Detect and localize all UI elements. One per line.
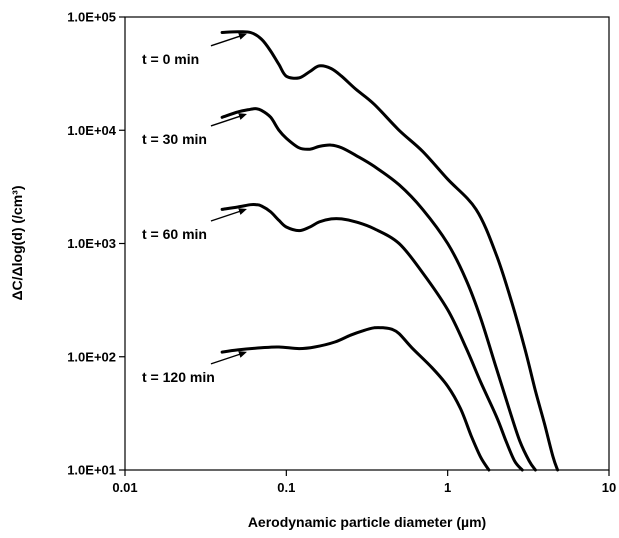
x-tick-label: 0.1 bbox=[277, 480, 295, 495]
axis-ticks bbox=[119, 16, 610, 476]
series-line-t-60-min bbox=[220, 202, 524, 472]
series-lines bbox=[220, 30, 560, 472]
series-label: t = 30 min bbox=[142, 131, 207, 147]
y-tick-label: 1.0E+04 bbox=[67, 123, 117, 138]
plot-frame bbox=[124, 16, 610, 471]
x-tick-label: 1 bbox=[444, 480, 451, 495]
series-line-t-120-min bbox=[220, 326, 491, 472]
annotation-arrow-line bbox=[210, 115, 242, 127]
annotation-t-0-min: t = 0 min bbox=[142, 33, 247, 67]
annotation-arrow-line bbox=[210, 35, 242, 47]
x-tick-label: 10 bbox=[602, 480, 616, 495]
annotation-t-30-min: t = 30 min bbox=[142, 113, 247, 147]
y-axis-title: ΔC/Δlog(d) (/cm³) bbox=[9, 186, 25, 301]
series-label: t = 120 min bbox=[142, 369, 215, 385]
series-label: t = 0 min bbox=[142, 51, 199, 67]
y-tick-label: 1.0E+02 bbox=[67, 349, 116, 364]
series-annotations: t = 0 min t = 30 min t = 60 min t = 120 min bbox=[142, 33, 247, 385]
x-axis-title: Aerodynamic particle diameter (µm) bbox=[248, 514, 486, 530]
y-tick-label: 1.0E+01 bbox=[67, 463, 116, 478]
annotation-arrowhead bbox=[238, 351, 247, 358]
series-line-t-0-min bbox=[220, 30, 560, 472]
annotation-t-60-min: t = 60 min bbox=[142, 208, 247, 242]
annotation-arrow-line bbox=[210, 353, 242, 365]
x-tick-label: 0.01 bbox=[112, 480, 137, 495]
annotation-arrowhead bbox=[238, 113, 247, 120]
tick-labels: 0.01 0.1 1 10 1.0E+01 1.0E+02 1.0E+03 1.0E+04 1.… bbox=[67, 10, 616, 496]
y-tick-label: 1.0E+03 bbox=[67, 236, 116, 251]
annotation-arrowhead bbox=[238, 33, 247, 40]
annotation-arrowhead bbox=[238, 208, 247, 215]
series-line-t-30-min bbox=[220, 107, 537, 472]
series-label: t = 60 min bbox=[142, 226, 207, 242]
annotation-t-120-min: t = 120 min bbox=[142, 351, 247, 385]
annotation-arrow-line bbox=[210, 210, 242, 222]
y-tick-label: 1.0E+05 bbox=[67, 10, 116, 25]
